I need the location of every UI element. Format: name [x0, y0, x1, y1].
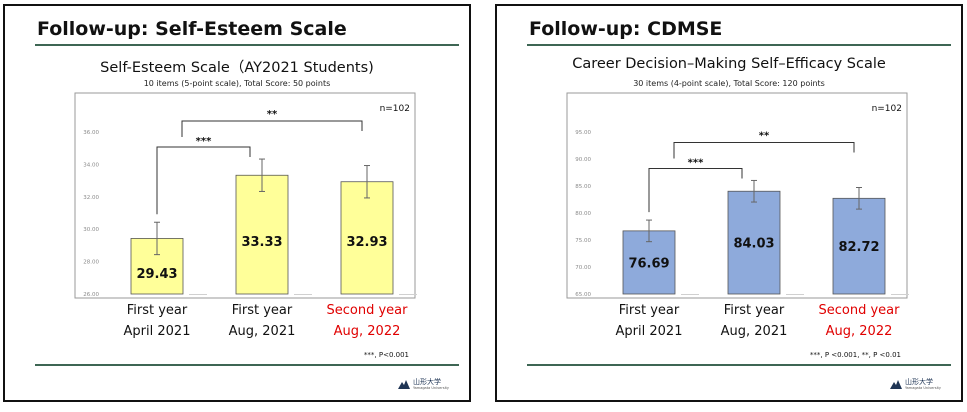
- university-logo: 山形大学 Yamagata University: [889, 378, 941, 391]
- logo-subtext: Yamagata University: [412, 386, 449, 390]
- footnote: ***, P <0.001, **, P <0.01: [810, 351, 901, 359]
- category-label: Aug, 2022: [334, 324, 401, 339]
- y-tick-label: 65.00: [575, 292, 591, 298]
- category-label: First year: [127, 303, 188, 318]
- sample-size-label: n=102: [872, 104, 902, 114]
- chart-subtitle: 30 items (4-point scale), Total Score: 1…: [633, 79, 825, 88]
- value-label: 76.69: [628, 256, 669, 271]
- y-tick-label: 95.00: [575, 130, 591, 136]
- value-label: 33.33: [241, 235, 282, 250]
- y-tick-label: 85.00: [575, 184, 591, 190]
- plot-frame: [74, 92, 416, 299]
- footnote: ***, P<0.001: [364, 351, 409, 359]
- category-label: First year: [232, 303, 293, 318]
- y-tick-label: 28.00: [83, 260, 99, 266]
- sample-size-label: n=102: [380, 104, 410, 114]
- significance-label: **: [759, 130, 770, 141]
- category-label: Aug, 2021: [229, 324, 296, 339]
- y-tick-label: 80.00: [575, 211, 591, 217]
- y-tick-label: 30.00: [83, 227, 99, 233]
- y-tick-label: 90.00: [575, 157, 591, 163]
- mountain-logo-icon: [889, 380, 902, 389]
- significance-bracket: [648, 167, 743, 213]
- slide-self-esteem: Follow-up: Self-Esteem Scale Self-Esteem…: [3, 4, 471, 402]
- y-tick-label: 36.00: [83, 130, 99, 136]
- significance-bracket: [673, 141, 855, 159]
- logo-subtext: Yamagata University: [904, 386, 941, 390]
- bar: [727, 190, 781, 295]
- logo-name: 山形大学: [904, 378, 933, 386]
- category-label: April 2021: [616, 324, 683, 339]
- significance-bracket: [156, 146, 251, 215]
- bar: [340, 181, 394, 295]
- y-tick-label: 70.00: [575, 265, 591, 271]
- significance-label: **: [267, 109, 278, 120]
- value-label: 32.93: [346, 235, 387, 250]
- y-tick-label: 26.00: [83, 292, 99, 298]
- y-tick-label: 75.00: [575, 238, 591, 244]
- bar: [832, 197, 886, 295]
- category-label: Second year: [819, 303, 901, 318]
- chart-subtitle: 10 items (5-point scale), Total Score: 5…: [143, 79, 331, 88]
- category-label: Aug, 2021: [721, 324, 788, 339]
- logo-name: 山形大学: [412, 378, 441, 386]
- category-label: Aug, 2022: [826, 324, 893, 339]
- bottom-divider: [527, 364, 951, 366]
- value-label: 84.03: [733, 237, 774, 252]
- slide-cdmse: Follow-up: CDMSE Career Decision–Making …: [495, 4, 963, 402]
- mountain-logo-icon: [397, 380, 410, 389]
- value-label: 82.72: [838, 240, 879, 255]
- cdmse-bar-chart: 65.00 70.00 75.00 80.00 85.00 90.00 95.00 76.69…: [566, 92, 909, 359]
- title-divider: [35, 44, 459, 46]
- category-label: First year: [724, 303, 785, 318]
- self-esteem-bar-chart: 26.00 28.00 30.00 32.00 34.00 36.00 29.43 First…: [74, 92, 417, 359]
- significance-label: ***: [688, 157, 704, 168]
- plot-frame: [566, 92, 908, 299]
- significance-bracket: [181, 120, 363, 138]
- y-tick-label: 34.00: [83, 162, 99, 168]
- significance-label: ***: [196, 136, 212, 147]
- title-divider: [527, 44, 951, 46]
- category-label: Second year: [327, 303, 409, 318]
- bar: [235, 174, 289, 295]
- bottom-divider: [35, 364, 459, 366]
- slide-title: Follow-up: CDMSE: [529, 18, 723, 40]
- category-label: First year: [619, 303, 680, 318]
- category-label: April 2021: [124, 324, 191, 339]
- chart-title: Self-Esteem Scale（AY2021 Students): [100, 60, 374, 76]
- y-tick-label: 32.00: [83, 195, 99, 201]
- university-logo: 山形大学 Yamagata University: [397, 378, 449, 391]
- value-label: 29.43: [136, 267, 177, 282]
- chart-title: Career Decision–Making Self–Efficacy Sca…: [572, 56, 886, 72]
- slide-title: Follow-up: Self-Esteem Scale: [37, 18, 347, 40]
